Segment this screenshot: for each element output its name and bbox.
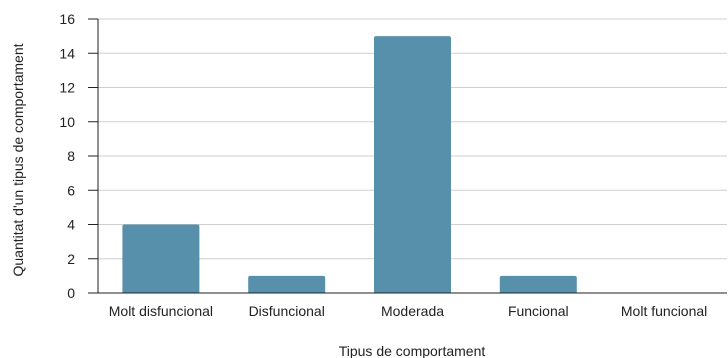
bar [499, 275, 577, 293]
x-axis-title: Tipus de comportament [339, 343, 486, 358]
x-category-label: Molt funcional [621, 303, 707, 319]
y-tick-label: 4 [67, 217, 75, 233]
bars [122, 36, 577, 293]
y-tick-label: 12 [59, 80, 75, 96]
x-category-label: Disfuncional [249, 303, 325, 319]
axes [88, 18, 727, 294]
y-tick-label: 8 [67, 148, 75, 164]
y-tick-label: 2 [67, 251, 75, 267]
bar-group [122, 224, 200, 293]
y-tick-label: 6 [67, 182, 75, 198]
y-axis-title: Quantitat d'un tipus de comportament [10, 43, 26, 276]
bar-group [499, 275, 577, 293]
y-tick-label: 10 [59, 114, 75, 130]
bar-group [248, 275, 326, 293]
bar [248, 275, 326, 293]
tick-labels: 0 2 4 6 8 10 12 14 16 Molt disfuncional Disfuncion… [59, 11, 707, 319]
bar [122, 224, 200, 293]
bar [374, 36, 451, 293]
y-tick-label: 0 [67, 285, 75, 301]
y-tick-label: 14 [59, 45, 75, 61]
bar-group [374, 36, 451, 293]
x-category-label: Molt disfuncional [109, 303, 213, 319]
y-tick-label: 16 [59, 11, 75, 27]
x-category-label: Funcional [508, 303, 569, 319]
x-category-label: Moderada [381, 303, 444, 319]
